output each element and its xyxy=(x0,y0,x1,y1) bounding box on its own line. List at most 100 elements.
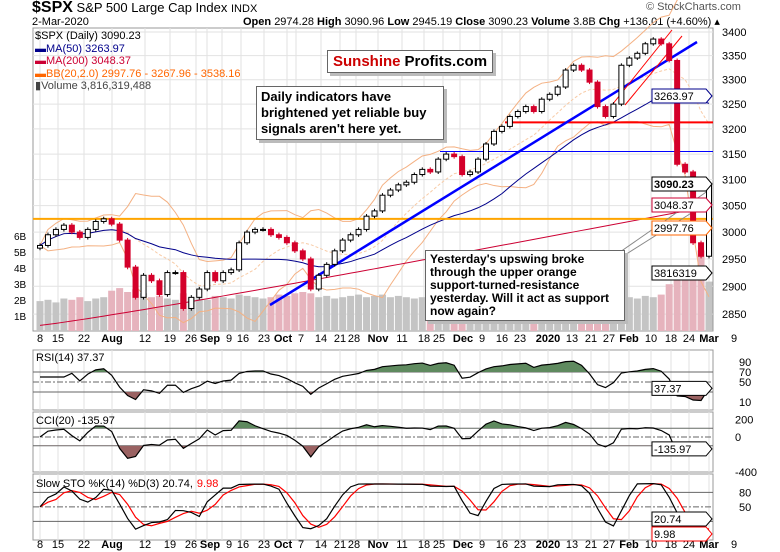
candle-body xyxy=(435,158,442,173)
volume-bar xyxy=(187,297,195,331)
volume-bar xyxy=(235,294,243,331)
date-label: 7 xyxy=(298,333,304,345)
volume-bar xyxy=(219,297,227,331)
candle-body xyxy=(299,250,306,260)
candle-body xyxy=(68,224,75,233)
date-label: 23 xyxy=(258,333,270,345)
candle-body xyxy=(323,263,330,276)
candle-body xyxy=(164,272,171,296)
date-label: 25 xyxy=(433,333,445,345)
ma200-tag-box xyxy=(651,197,713,213)
volume-bar xyxy=(378,294,386,331)
logo-part1: Sunshine xyxy=(333,53,401,70)
candle-body xyxy=(427,168,434,173)
rsi-line xyxy=(40,360,710,402)
candle-body xyxy=(172,272,179,275)
volume-bar xyxy=(315,297,323,331)
candle-body xyxy=(252,228,259,233)
date-label: Aug xyxy=(101,333,122,345)
volume-bar xyxy=(140,293,148,331)
volume-bar xyxy=(394,295,402,331)
volume-bar xyxy=(355,294,363,331)
date-label: 19 xyxy=(164,539,176,551)
symbol: $SPX xyxy=(32,0,73,16)
date-label: 13 xyxy=(566,333,578,345)
volume-value: 3.8B xyxy=(573,16,596,28)
legend: $SPX (Daily) 3090.23 ▬MA(50) 3263.97 ▬MA… xyxy=(35,30,240,93)
high-label: High xyxy=(317,16,342,28)
rsi-tick: 90 xyxy=(739,357,751,369)
candle-body xyxy=(347,234,354,241)
date-label: 28 xyxy=(348,539,360,551)
date-label: Oct xyxy=(274,539,293,551)
volume-bar xyxy=(60,298,68,331)
volume-bar xyxy=(371,295,378,331)
volume-bar xyxy=(100,297,108,331)
date-label: Nov xyxy=(368,539,390,551)
legend-ma200: ▬MA(200) 3048.37 xyxy=(35,55,131,67)
price-tick: 2850 xyxy=(722,309,746,321)
date-label: 28 xyxy=(348,333,360,345)
candle-body xyxy=(562,69,569,88)
volume-bar xyxy=(705,281,713,331)
volume-bar xyxy=(163,298,171,331)
candle-body xyxy=(451,153,458,158)
volume-bar xyxy=(339,297,347,331)
date-label: 9 xyxy=(479,539,485,551)
date-label: 24 xyxy=(683,539,695,551)
open-value: 2974.28 xyxy=(274,16,314,28)
date-label: 21 xyxy=(334,539,346,551)
candle-body xyxy=(220,272,227,282)
date-label: Dec xyxy=(453,333,473,345)
date-label: Mar xyxy=(699,539,719,551)
candle-body xyxy=(570,64,577,71)
candle-body xyxy=(610,103,617,117)
date-label: 9 xyxy=(731,539,737,551)
volume-bar xyxy=(243,295,251,331)
price-tick: 3300 xyxy=(722,75,746,87)
scroll-up-icon[interactable]: ▴ xyxy=(714,16,720,28)
date-label: 16 xyxy=(496,539,508,551)
volume-tick: 4B xyxy=(14,264,27,275)
volume-bar xyxy=(625,297,633,331)
open-label: Open xyxy=(243,16,272,28)
volume-bar xyxy=(92,298,100,331)
bb-mid-line xyxy=(39,68,710,287)
cci-label: CCI(20) -135.97 xyxy=(36,415,115,427)
volume-bar xyxy=(124,292,132,331)
candle-body xyxy=(483,143,489,160)
sto-d-tag: 9.98 xyxy=(654,529,675,541)
cci-tag-box xyxy=(651,441,713,457)
cci-line xyxy=(39,420,710,460)
volume-bar xyxy=(52,302,60,331)
candle-body xyxy=(498,125,505,132)
candle-body xyxy=(307,258,314,290)
rsi-label: RSI(14) 37.37 xyxy=(36,352,104,364)
price-tick: 3200 xyxy=(722,124,746,136)
date-label: 14 xyxy=(315,539,327,551)
price-tick: 3050 xyxy=(722,201,746,213)
candle-body xyxy=(156,280,163,296)
close-label: Close xyxy=(455,16,486,28)
volume-bar xyxy=(259,298,267,331)
candle-body xyxy=(602,106,609,117)
chg-value: +136.01 (+4.60%) xyxy=(623,16,712,28)
volume-bar xyxy=(275,294,283,331)
date-label: 2020 xyxy=(536,333,560,345)
date-label: 12 xyxy=(139,333,151,345)
ma50-tag-box xyxy=(651,88,713,104)
candle-body xyxy=(578,64,585,71)
cci-tag: -135.97 xyxy=(654,444,691,456)
volume-bar xyxy=(132,289,140,331)
volume-bar xyxy=(291,293,299,331)
volume-bar xyxy=(84,301,92,331)
date-label: 9 xyxy=(479,333,485,345)
date-label: 8 xyxy=(37,333,43,345)
candle-body xyxy=(514,111,521,117)
volume-bar xyxy=(195,298,203,331)
candle-body xyxy=(204,272,211,290)
candle-body xyxy=(371,210,378,217)
sto-tick: 80 xyxy=(739,487,751,499)
volume-bar xyxy=(665,284,673,331)
